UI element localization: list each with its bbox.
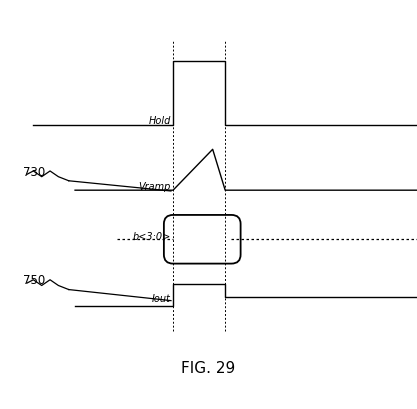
Text: b<3:0>: b<3:0> [133,232,171,242]
FancyBboxPatch shape [164,215,241,264]
Text: Vramp: Vramp [138,182,171,192]
Text: Hold: Hold [148,116,171,126]
Text: 730: 730 [23,166,45,179]
Text: Iout: Iout [152,294,171,303]
Text: 750: 750 [23,274,45,288]
Text: FIG. 29: FIG. 29 [181,361,236,375]
